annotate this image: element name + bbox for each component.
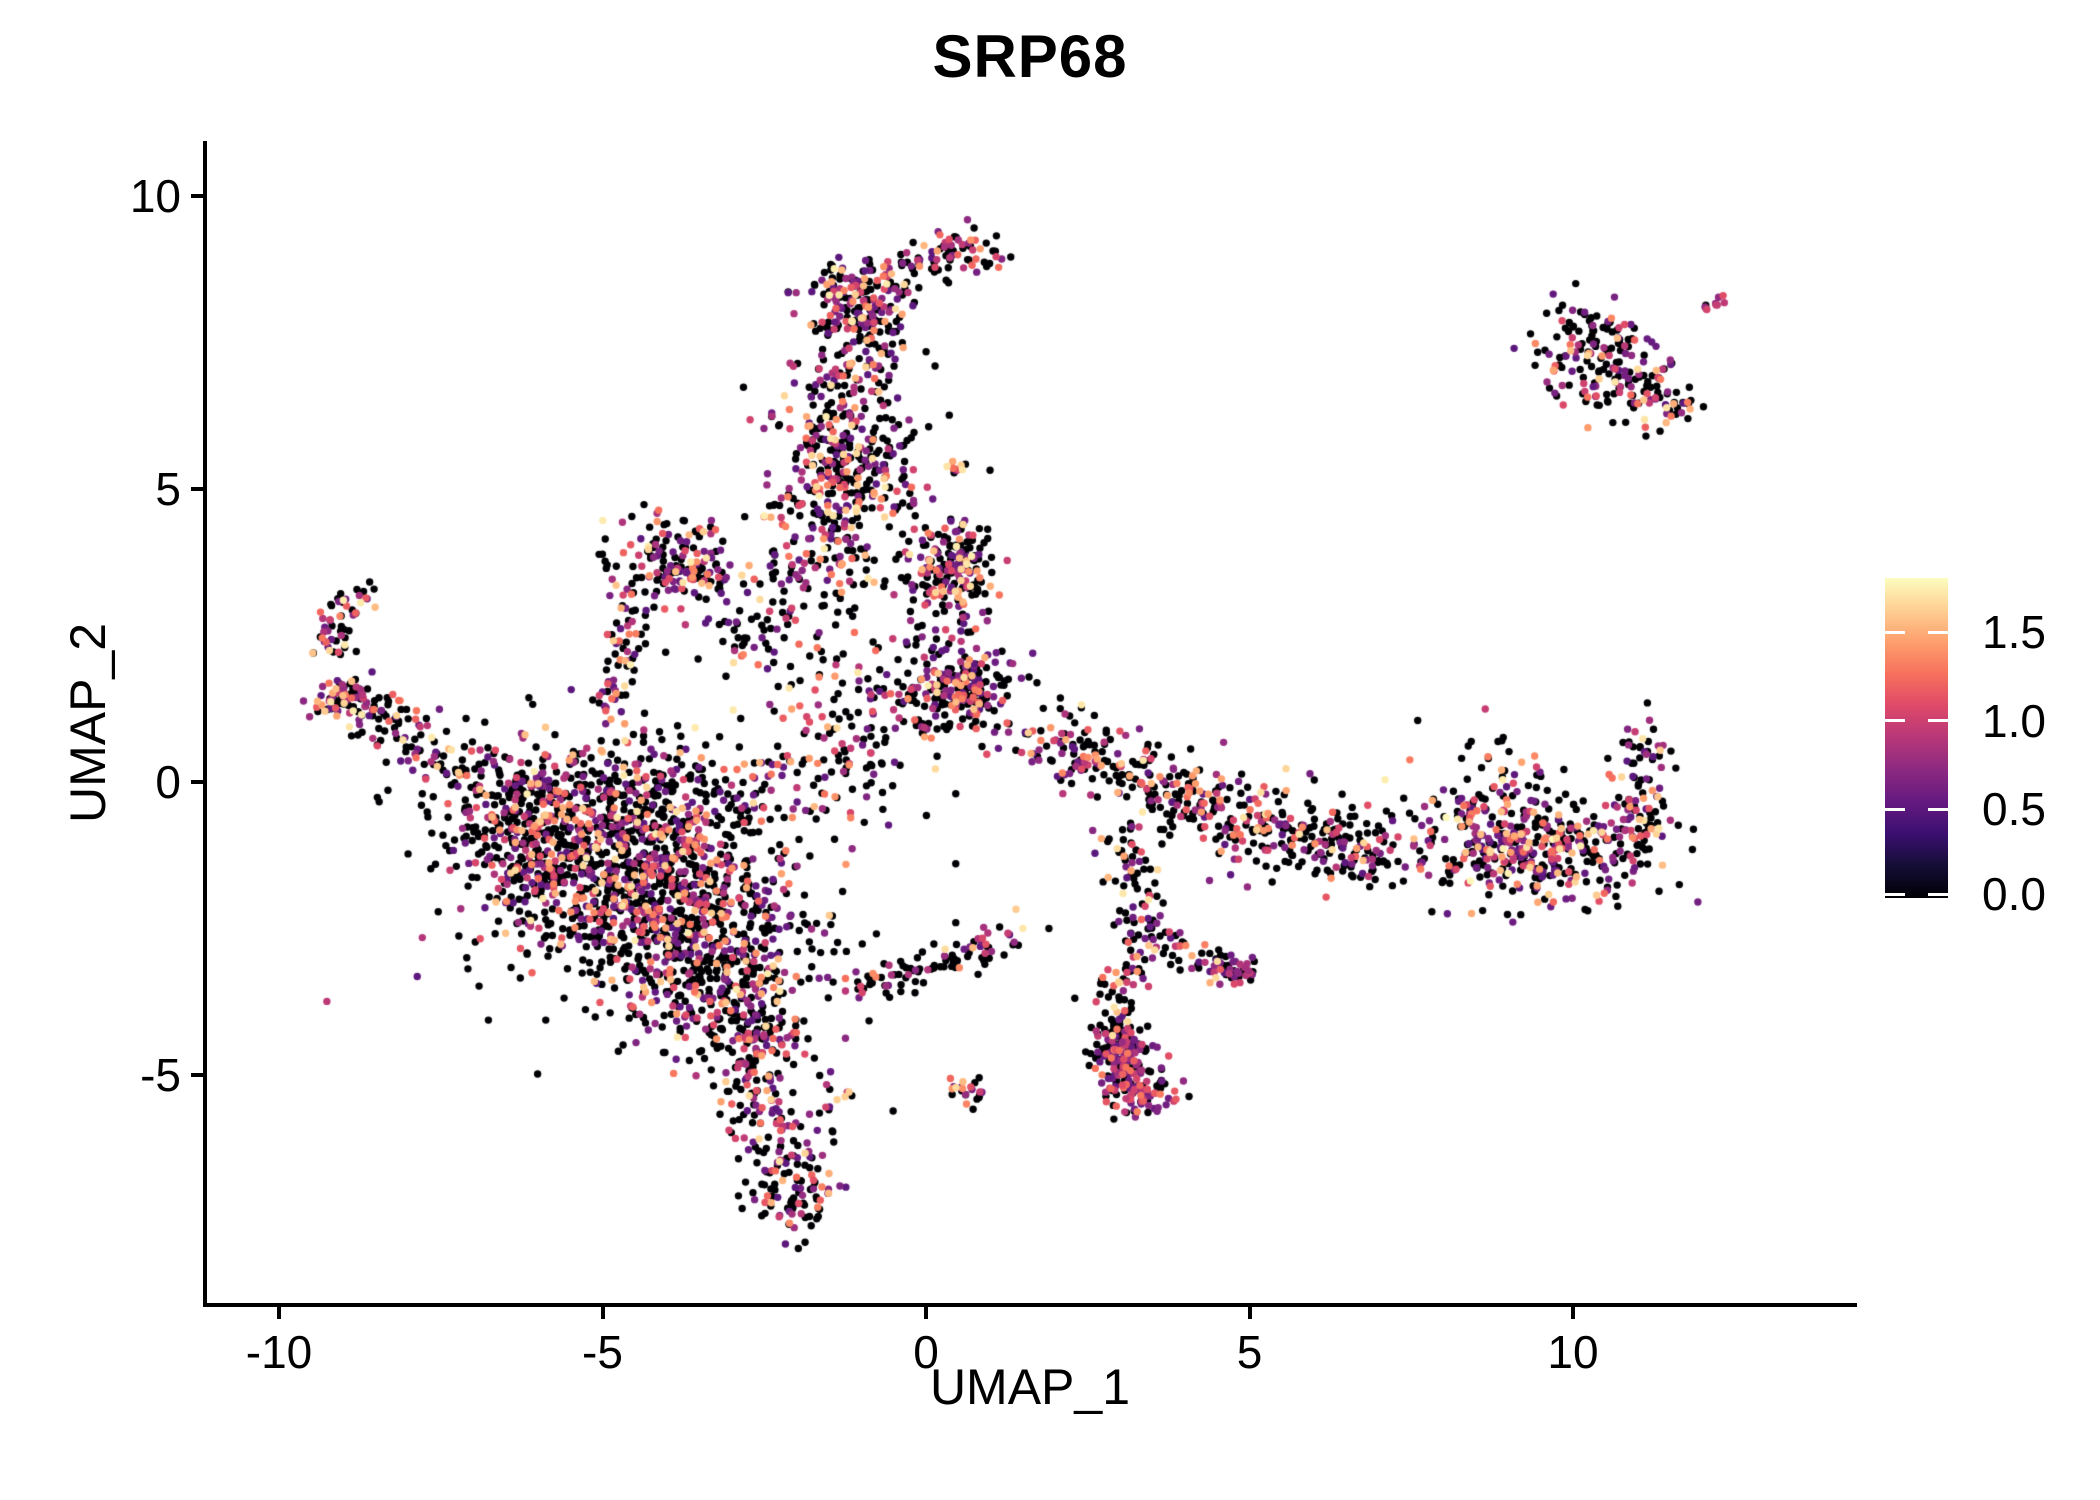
colorbar-tick-mark bbox=[1885, 719, 1905, 723]
x-tick-label: 10 bbox=[1547, 1326, 1599, 1378]
x-tick-label: 5 bbox=[1236, 1326, 1263, 1378]
y-tick-label: 5 bbox=[155, 463, 181, 515]
y-axis-title: UMAP_2 bbox=[60, 622, 116, 824]
colorbar-tick-label: 0.0 bbox=[1982, 868, 2046, 920]
colorbar-tick-label: 0.5 bbox=[1982, 783, 2046, 836]
x-tick-mark bbox=[924, 1307, 928, 1319]
x-axis-title: UMAP_1 bbox=[929, 1359, 1131, 1415]
y-tick-mark bbox=[191, 1073, 203, 1077]
x-tick-mark bbox=[277, 1307, 281, 1319]
y-tick-mark bbox=[191, 194, 203, 198]
x-tick-mark bbox=[600, 1307, 605, 1319]
colorbar-gradient bbox=[1885, 578, 1948, 898]
x-axis-line bbox=[203, 1303, 1857, 1307]
colorbar-tick-mark bbox=[1928, 892, 1948, 896]
y-tick-mark bbox=[191, 780, 203, 784]
x-tick-label: -10 bbox=[245, 1326, 313, 1378]
x-tick-mark bbox=[1571, 1307, 1575, 1319]
x-tick-label: -5 bbox=[582, 1326, 623, 1378]
colorbar-tick-label: 1.5 bbox=[1982, 606, 2046, 659]
colorbar-tick-mark bbox=[1885, 807, 1905, 811]
colorbar-tick-mark bbox=[1885, 892, 1905, 896]
y-axis-line bbox=[203, 141, 207, 1307]
x-tick-mark bbox=[1247, 1307, 1252, 1319]
colorbar-tick-label: 1.0 bbox=[1982, 694, 2046, 747]
y-tick-label: 0 bbox=[155, 756, 181, 808]
y-tick-mark bbox=[191, 487, 203, 491]
colorbar-tick-mark bbox=[1928, 630, 1948, 634]
x-tick-label: 0 bbox=[913, 1326, 939, 1378]
colorbar-tick-mark bbox=[1928, 719, 1948, 723]
y-tick-label: 10 bbox=[129, 170, 181, 222]
colorbar-tick-mark bbox=[1885, 630, 1905, 634]
y-tick-label: -5 bbox=[140, 1049, 181, 1101]
colorbar-tick-mark bbox=[1928, 807, 1948, 811]
